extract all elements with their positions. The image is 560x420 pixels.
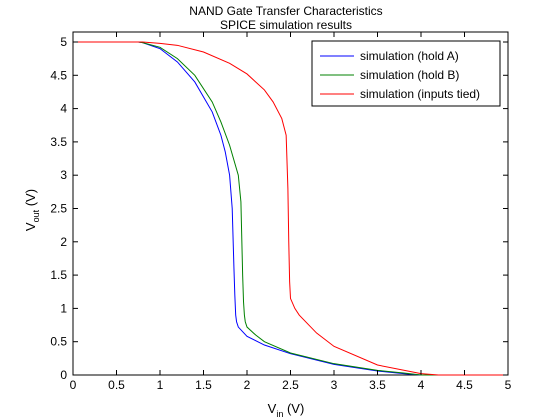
legend-label-3: simulation (inputs tied) [360, 87, 480, 101]
y-tick-label: 5 [60, 35, 67, 49]
x-tick-label: 0 [70, 378, 77, 392]
legend-label-1: simulation (hold A) [360, 49, 459, 63]
chart-subtitle: SPICE simulation results [220, 18, 352, 32]
x-axis-label: Vin (V) [268, 401, 305, 419]
legend-box [311, 40, 501, 107]
x-tick-label: 5 [505, 378, 512, 392]
x-tick-label: 4 [418, 378, 425, 392]
y-axis-label-unit: (V) [23, 189, 38, 210]
x-tick-label: 4.5 [456, 378, 473, 392]
y-tick-label: 4.5 [50, 68, 67, 82]
x-tick-label: 3 [331, 378, 338, 392]
chart-title: NAND Gate Transfer Characteristics [189, 4, 382, 18]
x-tick-label: 0.5 [108, 378, 125, 392]
x-axis-label-main: V [268, 401, 277, 416]
y-tick-label: 2 [60, 235, 67, 249]
legend: simulation (hold A) simulation (hold B) si… [311, 40, 501, 107]
series-line-3 [73, 41, 508, 376]
y-axis-label-main: V [23, 222, 38, 231]
x-tick-label: 3.5 [369, 378, 386, 392]
y-tick-label: 2.5 [50, 201, 67, 215]
y-axis-label-subscript: out [31, 209, 41, 222]
plot-area: 0 0.5 1 1.5 2 2.5 3 3.5 4 4.5 5 0 0.5 1 1.5 2 2.5 3 3.5 4 4.… [50, 31, 512, 392]
y-tick-label: 3 [60, 168, 67, 182]
y-axis-label: Vout (V) [23, 189, 41, 231]
y-tick-label: 0 [60, 368, 67, 382]
x-tick-label: 2.5 [282, 378, 299, 392]
x-tick-label: 2 [244, 378, 251, 392]
series-line-2 [73, 41, 508, 376]
y-tick-label: 0.5 [50, 335, 67, 349]
x-tick-label: 1.5 [195, 378, 212, 392]
y-tick-label: 3.5 [50, 135, 67, 149]
y-tick-label: 1 [60, 301, 67, 315]
y-tick-label: 1.5 [50, 268, 67, 282]
series-line-1 [73, 41, 508, 376]
x-axis-label-unit: (V) [283, 401, 304, 416]
y-tick-label: 4 [60, 102, 67, 116]
x-axis-label-subscript: in [276, 409, 283, 419]
x-tick-label: 1 [157, 378, 164, 392]
legend-label-2: simulation (hold B) [360, 68, 459, 82]
